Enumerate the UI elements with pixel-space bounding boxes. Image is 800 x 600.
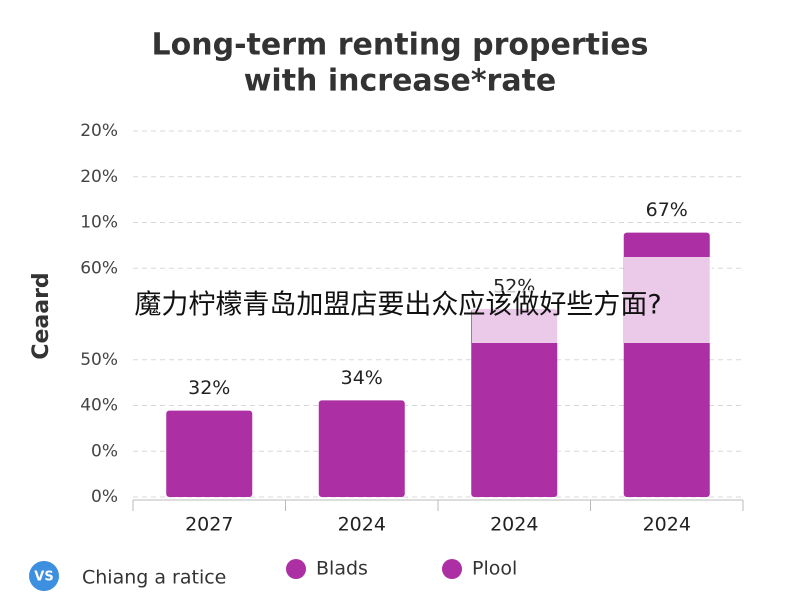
y-tick-label: 50% <box>80 350 118 370</box>
y-tick-label: 0% <box>91 487 118 507</box>
overlay-band <box>624 257 712 343</box>
y-tick-label: 20% <box>80 167 118 187</box>
x-tick-label: 2024 <box>490 514 538 536</box>
y-tick-label: 60% <box>80 258 118 278</box>
chart-title: Long-term renting properties <box>152 28 649 63</box>
bar <box>166 410 253 497</box>
note: Chiang a ratice <box>82 567 226 589</box>
chart-title: with increase*rate <box>244 64 557 99</box>
badge-icon <box>29 561 59 591</box>
y-tick-label: 40% <box>80 396 118 416</box>
legend-swatch <box>442 559 462 579</box>
x-tick-label: 2024 <box>643 514 691 536</box>
y-tick-label: 20% <box>80 121 118 141</box>
x-tick-label: 2027 <box>185 514 233 536</box>
overlay-text: 魔力柠檬青岛加盟店要出众应该做好些方面? <box>134 290 661 321</box>
legend-label: Plool <box>472 558 517 580</box>
bar <box>318 400 405 497</box>
bar <box>471 308 558 497</box>
y-axis-label: Ceaard <box>29 272 54 359</box>
legend-swatch <box>286 559 306 579</box>
value-label: 67% <box>646 199 688 221</box>
x-tick-label: 2024 <box>338 514 386 536</box>
legend-label: Blads <box>316 558 368 580</box>
y-tick-label: 0% <box>91 441 118 461</box>
overlay-band <box>472 290 559 343</box>
y-tick-label: 10% <box>80 213 118 233</box>
value-label: 34% <box>341 367 383 389</box>
value-label: 32% <box>188 377 230 399</box>
badge: VS <box>34 570 53 585</box>
